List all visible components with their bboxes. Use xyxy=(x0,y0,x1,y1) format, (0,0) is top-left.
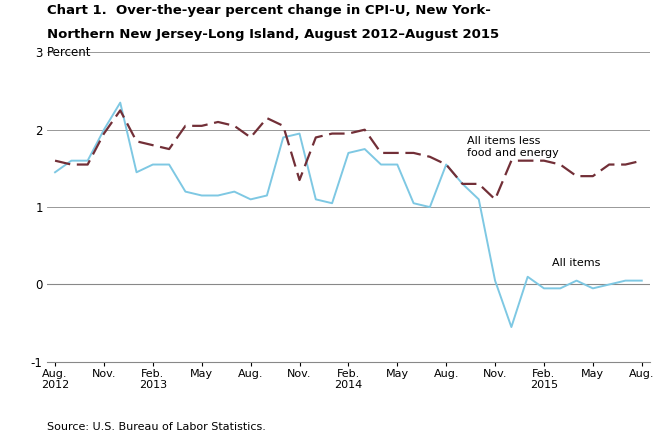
Text: All items: All items xyxy=(552,258,600,268)
Text: Percent: Percent xyxy=(47,46,91,59)
Text: All items less
food and energy: All items less food and energy xyxy=(468,136,559,157)
Text: Source: U.S. Bureau of Labor Statistics.: Source: U.S. Bureau of Labor Statistics. xyxy=(47,422,266,432)
Text: Northern New Jersey-Long Island, August 2012–August 2015: Northern New Jersey-Long Island, August … xyxy=(47,28,499,41)
Text: Chart 1.  Over-the-year percent change in CPI-U, New York-: Chart 1. Over-the-year percent change in… xyxy=(47,4,490,17)
